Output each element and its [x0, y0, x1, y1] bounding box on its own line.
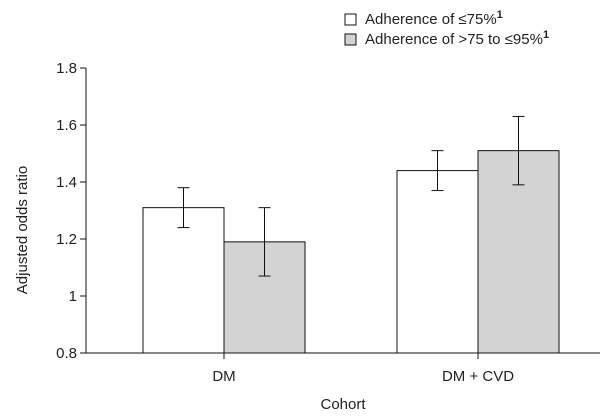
y-tick-label: 1.2 — [56, 231, 77, 248]
y-tick-label: 1.6 — [56, 117, 77, 134]
y-tick-label: 0.8 — [56, 345, 77, 362]
error-bars — [177, 115, 525, 277]
bar — [142, 207, 225, 354]
legend-swatch — [344, 13, 357, 26]
y-tick-label: 1.4 — [56, 174, 77, 191]
legend-superscript: 1 — [543, 29, 549, 41]
y-tick-label: 1.8 — [56, 60, 77, 77]
x-tick-label: DM + CVD — [442, 368, 514, 385]
x-tick-label: DM — [212, 368, 235, 385]
legend-label: Adherence of >75 to ≤95%1 — [365, 29, 549, 48]
bars — [142, 150, 560, 354]
legend-label: Adherence of ≤75%1 — [365, 9, 503, 28]
bar — [396, 170, 479, 354]
x-axis-label: Cohort — [320, 396, 366, 413]
legend-swatch — [344, 33, 357, 46]
y-tick-label: 1 — [69, 288, 77, 305]
axes: 0.8 1 1.2 1.4 1.6 1.8 DM DM + CVD — [56, 60, 600, 385]
y-axis-label: Adjusted odds ratio — [14, 166, 31, 294]
legend-superscript: 1 — [497, 9, 503, 21]
